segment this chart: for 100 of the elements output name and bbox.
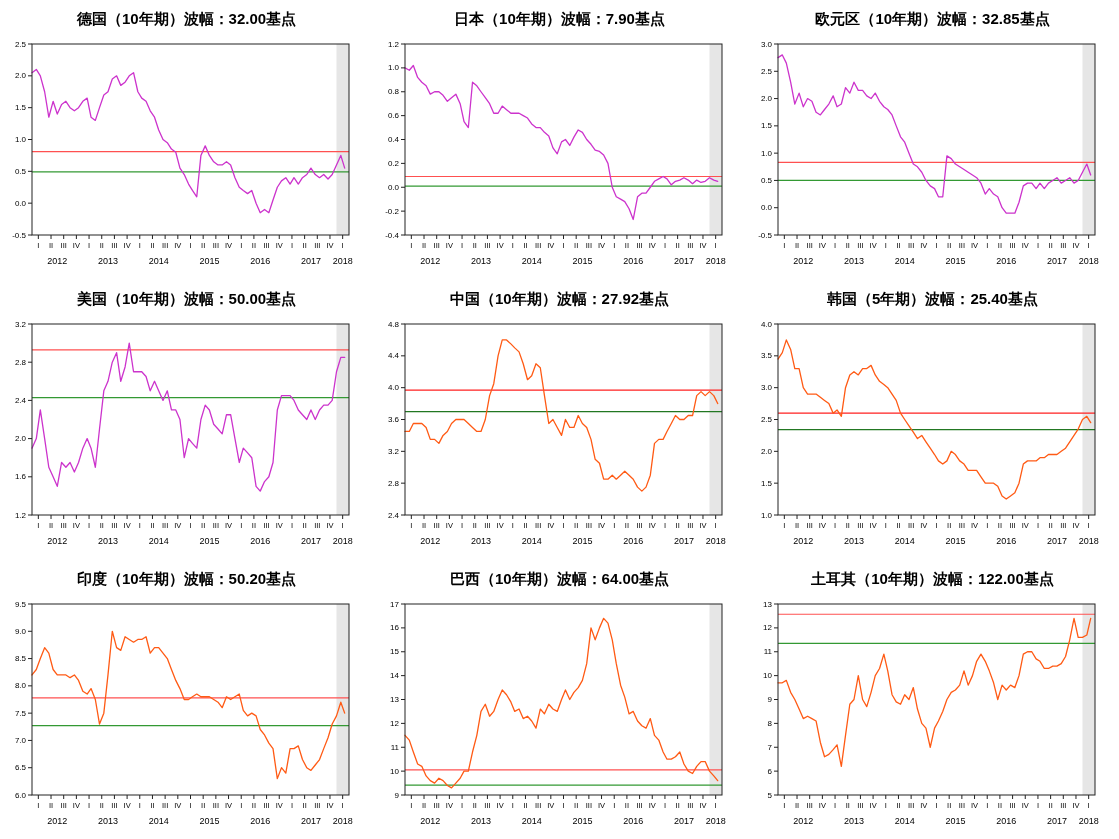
x-tick-label: 2016 — [623, 536, 644, 546]
chart-title: 韩国（5年期）波幅：25.40基点 — [826, 290, 1038, 307]
y-tick-label: 7.0 — [14, 735, 27, 745]
y-tick-label: 2.4 — [387, 510, 400, 520]
x-tick-label: 2013 — [843, 536, 864, 546]
x-tick-label: 2015 — [945, 536, 966, 546]
line-series — [777, 54, 1092, 214]
line-series — [31, 342, 346, 492]
x-tick-label: 2017 — [673, 256, 694, 266]
y-tick-label: 1.5 — [14, 103, 27, 113]
chart-title: 土耳其（10年期）波幅：122.00基点 — [810, 570, 1054, 587]
x-tick-label: 2017 — [1046, 816, 1067, 826]
y-tick-label: 2.0 — [760, 446, 773, 456]
line-series — [777, 339, 1092, 500]
x-tick-label: 2012 — [793, 536, 814, 546]
y-tick-label: 8.0 — [14, 681, 27, 691]
x-tick-label: 2017 — [673, 536, 694, 546]
y-tick-label: 11 — [390, 742, 400, 752]
y-tick-label: 4.8 — [387, 319, 400, 329]
y-tick-label: 1.0 — [760, 148, 773, 158]
y-tick-label: 0.5 — [760, 175, 773, 185]
x-tick-label: 2013 — [843, 256, 864, 266]
y-tick-label: 3.2 — [14, 319, 27, 329]
y-tick-label: 0.0 — [14, 198, 27, 208]
y-tick-label: 4.0 — [760, 319, 773, 329]
y-tick-label: 6 — [767, 766, 773, 776]
line-series — [31, 630, 346, 780]
y-tick-label: -0.5 — [758, 230, 773, 240]
x-tick-label: 2013 — [97, 816, 118, 826]
x-tick-label: 2015 — [945, 816, 966, 826]
x-tick-label: 2015 — [572, 536, 593, 546]
x-tick-label: 2016 — [250, 256, 271, 266]
x-tick-label: 2013 — [470, 816, 491, 826]
x-tick-label: 2014 — [521, 536, 542, 546]
y-tick-label: 12 — [763, 623, 773, 633]
x-tick-label: 2012 — [793, 256, 814, 266]
x-tick-label: 2016 — [250, 536, 271, 546]
x-tick-label: 2012 — [47, 816, 68, 826]
y-tick-label: 9.0 — [14, 626, 27, 636]
y-tick-label: 0.4 — [387, 135, 400, 145]
x-tick-label: 2014 — [894, 536, 915, 546]
y-tick-label: 7.5 — [14, 708, 27, 718]
y-tick-label: 2.0 — [760, 94, 773, 104]
x-tick-label: 2012 — [420, 256, 441, 266]
x-tick-label: 2013 — [470, 256, 491, 266]
x-tick-label: 2016 — [623, 256, 644, 266]
x-tick-label: 2014 — [894, 816, 915, 826]
y-tick-label: 0.6 — [387, 111, 400, 121]
y-tick-label: 8 — [767, 718, 773, 728]
x-tick-label: 2016 — [996, 536, 1017, 546]
y-tick-label: 9 — [394, 790, 400, 800]
x-tick-label: 2015 — [199, 816, 220, 826]
line-series — [777, 617, 1092, 767]
y-tick-label: 0.2 — [387, 158, 400, 168]
y-tick-label: 2.5 — [760, 415, 773, 425]
y-tick-label: 1.5 — [760, 478, 773, 488]
x-tick-label: 2016 — [996, 816, 1017, 826]
x-tick-label: 2016 — [250, 816, 271, 826]
y-tick-label: 2.8 — [387, 478, 400, 488]
x-tick-label: 2012 — [47, 536, 68, 546]
x-tick-label: 2012 — [793, 816, 814, 826]
y-tick-label: 2.0 — [14, 71, 27, 81]
y-tick-label: 6.5 — [14, 763, 27, 773]
x-tick-label: 2018 — [705, 816, 726, 826]
x-tick-label: 2014 — [148, 536, 169, 546]
y-tick-label: 3.2 — [387, 446, 400, 456]
chart-title: 欧元区（10年期）波幅：32.85基点 — [815, 10, 1050, 27]
x-tick-label: 2015 — [945, 256, 966, 266]
x-tick-label: 2013 — [97, 536, 118, 546]
y-tick-label: 1.5 — [760, 121, 773, 131]
line-series — [404, 339, 719, 492]
x-tick-label: 2012 — [420, 816, 441, 826]
y-tick-label: 7 — [767, 742, 773, 752]
y-tick-label: 0.0 — [760, 203, 773, 213]
y-tick-label: 15 — [390, 647, 400, 657]
y-tick-label: 3.6 — [387, 415, 400, 425]
y-tick-label: 17 — [390, 599, 400, 609]
y-tick-label: 2.5 — [14, 39, 27, 49]
y-tick-label: 0.5 — [14, 166, 27, 176]
x-tick-label: 2015 — [572, 816, 593, 826]
line-series — [31, 68, 346, 214]
x-tick-label: 2017 — [300, 256, 321, 266]
x-tick-label: 2012 — [420, 536, 441, 546]
y-tick-label: 10 — [390, 766, 400, 776]
y-tick-label: 1.0 — [760, 510, 773, 520]
x-tick-label: 2017 — [673, 816, 694, 826]
y-tick-label: 3.5 — [760, 351, 773, 361]
chart-title: 美国（10年期）波幅：50.00基点 — [75, 290, 297, 307]
y-tick-label: 6.0 — [14, 790, 27, 800]
chart-title: 日本（10年期）波幅：7.90基点 — [454, 10, 665, 27]
y-tick-label: 0.0 — [387, 182, 400, 192]
x-tick-label: 2014 — [148, 816, 169, 826]
y-tick-label: 1.2 — [14, 510, 27, 520]
y-tick-label: 0.8 — [387, 87, 400, 97]
y-tick-label: 4.0 — [387, 383, 400, 393]
chart-title: 中国（10年期）波幅：27.92基点 — [449, 290, 670, 307]
x-tick-label: 2014 — [521, 816, 542, 826]
y-tick-label: 8.5 — [14, 654, 27, 664]
y-tick-label: 12 — [390, 718, 400, 728]
y-tick-label: 3.0 — [760, 383, 773, 393]
